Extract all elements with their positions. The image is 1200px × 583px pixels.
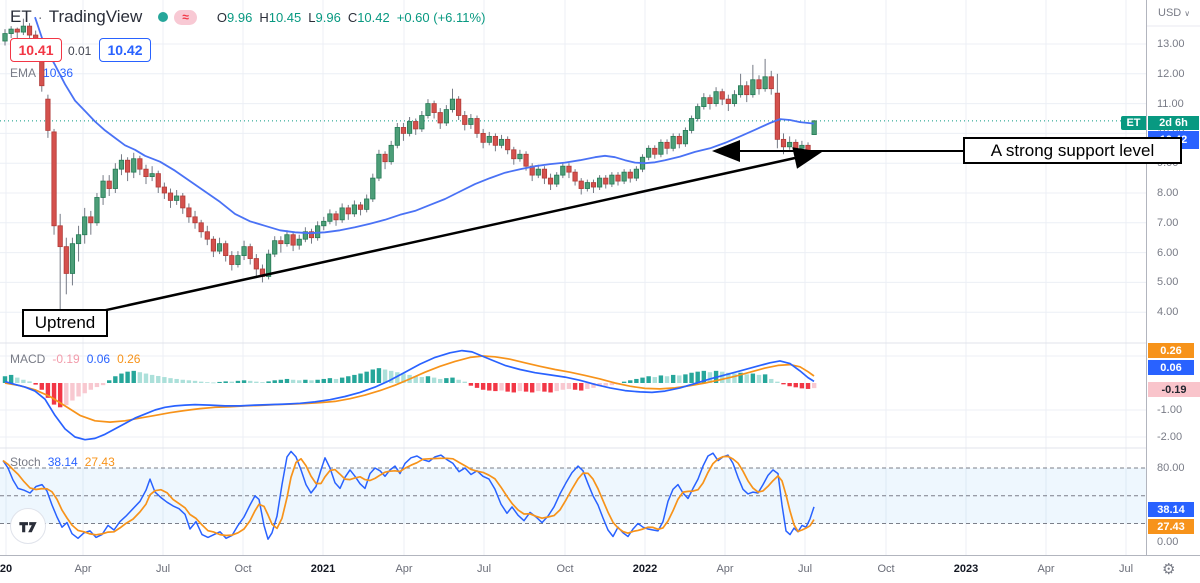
axis-tick-label: 4.00: [1157, 306, 1179, 318]
countdown-symbol-chip: ET: [1121, 116, 1146, 130]
ohlc-letter: C: [347, 9, 358, 25]
ohlc-letter: O: [216, 9, 228, 25]
change-value: +0.60 (+6.11%): [396, 9, 486, 25]
uptrend-callout[interactable]: Uptrend: [22, 309, 108, 337]
axis-tick-label: 0.00: [1157, 536, 1179, 548]
spread-value: 0.01: [68, 44, 92, 58]
macd-line-chip: 0.06: [1148, 360, 1194, 375]
ohlc-value: 9.96: [315, 9, 341, 25]
axis-tick-label: 8.00: [1157, 187, 1179, 199]
time-axis-label: 2021: [310, 563, 336, 575]
stoch-legend[interactable]: Stoch 38.14 27.43: [10, 455, 115, 469]
axis-tick-label: 5.00: [1157, 276, 1179, 288]
macd-label: MACD: [10, 352, 46, 366]
macd-line-value: 0.06: [86, 352, 111, 366]
sell-button[interactable]: 10.41: [10, 38, 62, 62]
macd-hist-value: -0.19: [52, 352, 80, 366]
axis-tick-label: 13.00: [1157, 38, 1185, 50]
buy-button[interactable]: 10.42: [99, 38, 151, 62]
market-status-icon: [158, 12, 169, 22]
time-axis-label: 2023: [953, 563, 979, 575]
axis-tick-label: 6.00: [1157, 247, 1179, 259]
time-axis-label: Apr: [716, 563, 734, 575]
currency-dropdown[interactable]: USD ∨: [1158, 7, 1191, 19]
time-axis-label: Jul: [476, 563, 492, 575]
time-axis-label: 2022: [632, 563, 658, 575]
brand-title[interactable]: TradingView: [48, 7, 143, 26]
stoch-k-chip: 38.14: [1148, 502, 1194, 517]
macd-legend[interactable]: MACD -0.19 0.06 0.26: [10, 352, 140, 366]
axis-tick-label: 12.00: [1157, 68, 1185, 80]
time-axis-label: Oct: [556, 563, 574, 575]
axis-tick-label: 80.00: [1157, 462, 1185, 474]
time-axis-label: Jul: [1118, 563, 1134, 575]
stoch-k-value: 38.14: [47, 455, 78, 469]
ohlc-value: 10.45: [268, 9, 302, 25]
ema-label: EMA: [10, 66, 37, 80]
axis-tick-label: -2.00: [1157, 431, 1183, 443]
price-axis-border: [1146, 0, 1147, 583]
ohlc-value: 10.42: [357, 9, 390, 25]
chevron-down-icon: ∨: [1184, 9, 1191, 18]
ohlc-value: 9.96: [227, 9, 253, 25]
ohlc-letter: L: [308, 9, 316, 25]
stoch-d-value: 27.43: [84, 455, 115, 469]
time-axis-label: Apr: [74, 563, 92, 575]
macd-signal-value: 0.26: [117, 352, 141, 366]
time-axis-label: Oct: [877, 563, 895, 575]
title-separator: ·: [37, 8, 43, 26]
time-axis-label: 20: [0, 563, 13, 575]
time-axis[interactable]: 20 Apr Jul Oct 2021 Apr Jul Oct 2022 Apr Jul Oct 202…: [0, 555, 1200, 583]
time-axis-label: Oct: [234, 563, 252, 575]
approx-price-icon: ≈: [174, 9, 197, 25]
countdown-time-chip: 2d 6h: [1148, 116, 1199, 130]
ohlc-readout: O9.96 H10.45 L9.96 C10.42 +0.60 (+6.11%): [217, 10, 486, 25]
axis-tick-label: 7.00: [1157, 217, 1179, 229]
time-axis-label: Apr: [395, 563, 413, 575]
time-axis-label: Apr: [1037, 563, 1055, 575]
chart-header: ET · TradingView ≈ O9.96 H10.45 L9.96 C10.4…: [10, 7, 485, 27]
tradingview-logo[interactable]: [10, 508, 46, 544]
axis-tick-label: -1.00: [1157, 404, 1183, 416]
macd-hist-chip: -0.19: [1148, 382, 1200, 397]
macd-signal-chip: 0.26: [1148, 343, 1194, 358]
time-axis-label: Jul: [155, 563, 171, 575]
stoch-d-chip: 27.43: [1148, 519, 1194, 534]
tv-logo-icon: [19, 522, 37, 533]
ema-value: 10.36: [43, 66, 74, 80]
time-axis-label: Jul: [797, 563, 813, 575]
support-level-callout[interactable]: A strong support level: [963, 137, 1182, 164]
ohlc-letter: H: [259, 9, 269, 25]
axis-tick-label: 11.00: [1157, 98, 1184, 110]
symbol-title[interactable]: ET: [10, 7, 32, 26]
gear-icon[interactable]: ⚙: [1162, 561, 1176, 578]
ema-legend[interactable]: EMA 10.36: [10, 66, 73, 80]
stoch-label: Stoch: [10, 455, 41, 469]
